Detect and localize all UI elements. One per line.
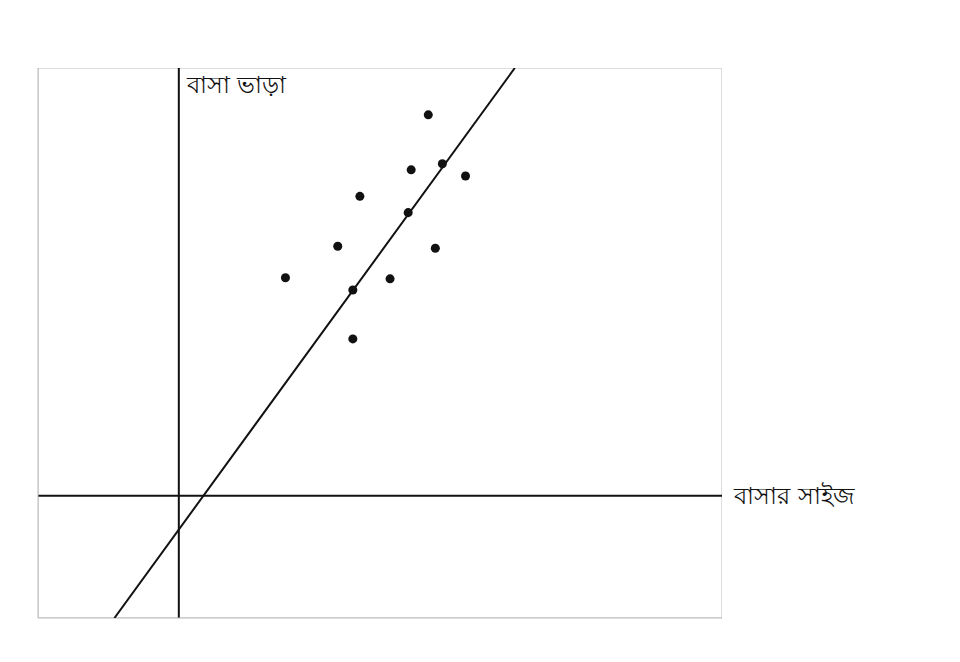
svg-text:বাসার সাইজ: বাসার সাইজ xyxy=(733,482,855,510)
svg-text:বাসা ভাড়া: বাসা ভাড়া xyxy=(186,71,288,99)
